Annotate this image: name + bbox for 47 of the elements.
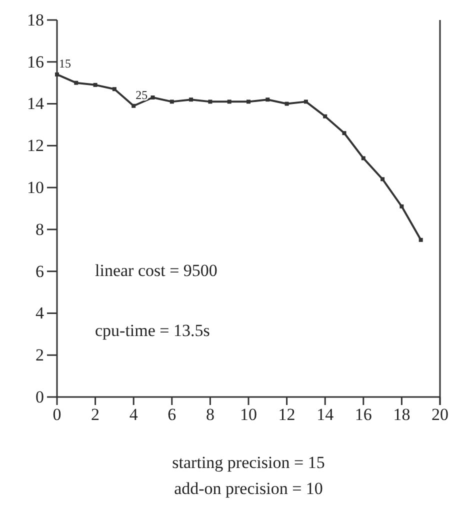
annotation: 25 <box>136 88 148 102</box>
y-tick-label: 12 <box>27 136 44 156</box>
point <box>112 87 116 92</box>
x-tick-label: 14 <box>316 405 334 424</box>
x-tick-label: 12 <box>278 405 296 424</box>
point <box>74 80 78 85</box>
point <box>93 82 98 87</box>
x-tick-label: 16 <box>354 405 372 424</box>
x-axis-title: starting precision = 15 <box>172 453 325 472</box>
point <box>342 131 346 136</box>
point <box>208 100 212 104</box>
point <box>132 104 136 108</box>
text: add-on precision = 10 <box>174 479 323 498</box>
x-tick-label: 18 <box>393 405 410 424</box>
x-tick-label: 10 <box>240 405 257 424</box>
y-tick-label: 10 <box>27 178 44 197</box>
x-tick-label: 8 <box>206 405 214 424</box>
point <box>170 100 174 104</box>
point <box>55 72 59 76</box>
y-tick-label: 14 <box>27 94 44 114</box>
y-tick-label: 2 <box>36 346 44 365</box>
x-tick-label: 6 <box>168 405 176 424</box>
point <box>189 98 194 102</box>
y-tick-label: 0 <box>36 387 44 406</box>
x-tick-label: 4 <box>129 405 138 424</box>
x-tick-label: 2 <box>91 405 100 424</box>
point <box>266 98 270 102</box>
y-tick-label: 8 <box>36 220 44 239</box>
annotation: 15 <box>59 56 71 70</box>
point <box>227 100 232 104</box>
y-tick-label: 16 <box>27 52 44 72</box>
annotation: cpu-time = 13.5s <box>95 321 210 340</box>
point <box>246 100 250 104</box>
point <box>304 100 308 104</box>
y-tick-label: 4 <box>36 304 44 323</box>
point <box>323 114 328 118</box>
point <box>361 156 366 160</box>
x-tick-label: 0 <box>52 405 62 424</box>
point <box>400 204 404 208</box>
point <box>284 102 289 106</box>
point <box>380 177 385 182</box>
y-tick-label: 6 <box>36 262 44 281</box>
point <box>150 95 155 100</box>
y-tick-label: 18 <box>27 10 44 30</box>
annotation: linear cost = 9500 <box>95 261 218 280</box>
point <box>418 238 423 242</box>
x-tick-label: 20 <box>432 405 448 424</box>
